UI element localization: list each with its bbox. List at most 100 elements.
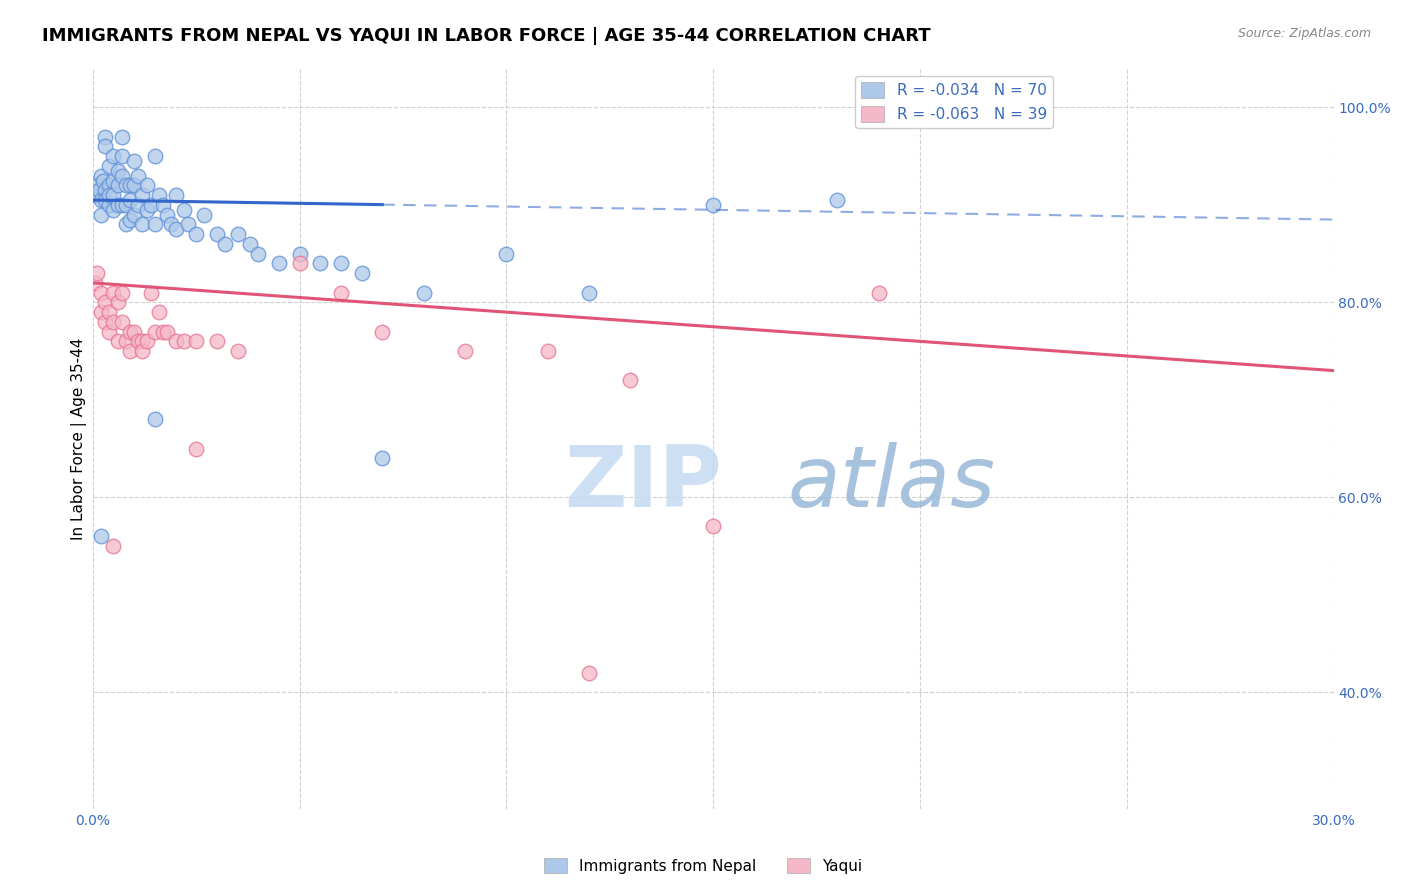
Point xyxy=(115,218,138,232)
Point xyxy=(115,198,138,212)
Point xyxy=(107,164,129,178)
Point xyxy=(239,236,262,251)
Point xyxy=(135,178,157,193)
Point xyxy=(288,246,311,260)
Point xyxy=(98,178,121,193)
Point xyxy=(702,519,724,533)
Point xyxy=(118,178,141,193)
Point xyxy=(495,246,517,260)
Point xyxy=(226,344,249,359)
Point xyxy=(160,218,183,232)
Point xyxy=(135,202,157,217)
Text: atlas: atlas xyxy=(787,442,995,524)
Point xyxy=(148,188,170,202)
Text: ZIP: ZIP xyxy=(564,442,723,524)
Point xyxy=(173,202,195,217)
Point xyxy=(148,305,170,319)
Point xyxy=(107,334,129,349)
Point xyxy=(91,173,114,187)
Point xyxy=(115,334,138,349)
Point xyxy=(103,202,125,217)
Point xyxy=(578,285,600,300)
Point xyxy=(94,193,117,207)
Point xyxy=(412,285,434,300)
Point xyxy=(152,198,174,212)
Point xyxy=(118,212,141,227)
Point xyxy=(165,334,187,349)
Point xyxy=(111,315,134,329)
Point xyxy=(98,325,121,339)
Point xyxy=(152,325,174,339)
Point xyxy=(214,236,236,251)
Point xyxy=(98,305,121,319)
Point xyxy=(90,305,112,319)
Point xyxy=(90,193,112,207)
Point xyxy=(127,334,149,349)
Point xyxy=(350,266,373,280)
Point xyxy=(143,149,166,163)
Point xyxy=(127,198,149,212)
Point xyxy=(122,154,145,169)
Point xyxy=(371,451,394,466)
Point xyxy=(115,178,138,193)
Point xyxy=(135,334,157,349)
Point xyxy=(94,139,117,153)
Point xyxy=(103,539,125,553)
Point xyxy=(205,227,228,242)
Point xyxy=(83,188,105,202)
Point xyxy=(165,188,187,202)
Point xyxy=(193,208,215,222)
Point xyxy=(177,218,200,232)
Point xyxy=(118,193,141,207)
Point xyxy=(868,285,890,300)
Point xyxy=(103,188,125,202)
Point xyxy=(122,178,145,193)
Point xyxy=(702,198,724,212)
Point xyxy=(143,325,166,339)
Point xyxy=(165,222,187,236)
Point xyxy=(122,325,145,339)
Point xyxy=(118,344,141,359)
Point xyxy=(131,218,153,232)
Point xyxy=(86,178,108,193)
Point xyxy=(131,344,153,359)
Point xyxy=(111,198,134,212)
Point xyxy=(111,149,134,163)
Point xyxy=(111,129,134,144)
Point xyxy=(205,334,228,349)
Y-axis label: In Labor Force | Age 35-44: In Labor Force | Age 35-44 xyxy=(72,337,87,540)
Point xyxy=(111,285,134,300)
Point xyxy=(139,198,162,212)
Point xyxy=(619,373,641,387)
Point xyxy=(143,412,166,426)
Point xyxy=(83,276,105,290)
Point xyxy=(94,129,117,144)
Point xyxy=(454,344,477,359)
Point xyxy=(94,295,117,310)
Point xyxy=(309,256,332,270)
Point xyxy=(127,169,149,183)
Point xyxy=(98,188,121,202)
Point xyxy=(329,256,352,270)
Point xyxy=(122,208,145,222)
Point xyxy=(329,285,352,300)
Point xyxy=(247,246,270,260)
Point xyxy=(86,266,108,280)
Point xyxy=(267,256,290,270)
Point xyxy=(156,208,179,222)
Legend: Immigrants from Nepal, Yaqui: Immigrants from Nepal, Yaqui xyxy=(537,852,869,880)
Point xyxy=(103,285,125,300)
Text: IMMIGRANTS FROM NEPAL VS YAQUI IN LABOR FORCE | AGE 35-44 CORRELATION CHART: IMMIGRANTS FROM NEPAL VS YAQUI IN LABOR … xyxy=(42,27,931,45)
Point xyxy=(131,334,153,349)
Point xyxy=(98,198,121,212)
Point xyxy=(139,285,162,300)
Point xyxy=(118,325,141,339)
Legend: R = -0.034   N = 70, R = -0.063   N = 39: R = -0.034 N = 70, R = -0.063 N = 39 xyxy=(855,76,1053,128)
Point xyxy=(94,183,117,197)
Point xyxy=(107,198,129,212)
Point xyxy=(186,227,208,242)
Point xyxy=(131,188,153,202)
Point xyxy=(94,315,117,329)
Point xyxy=(186,442,208,456)
Point xyxy=(103,173,125,187)
